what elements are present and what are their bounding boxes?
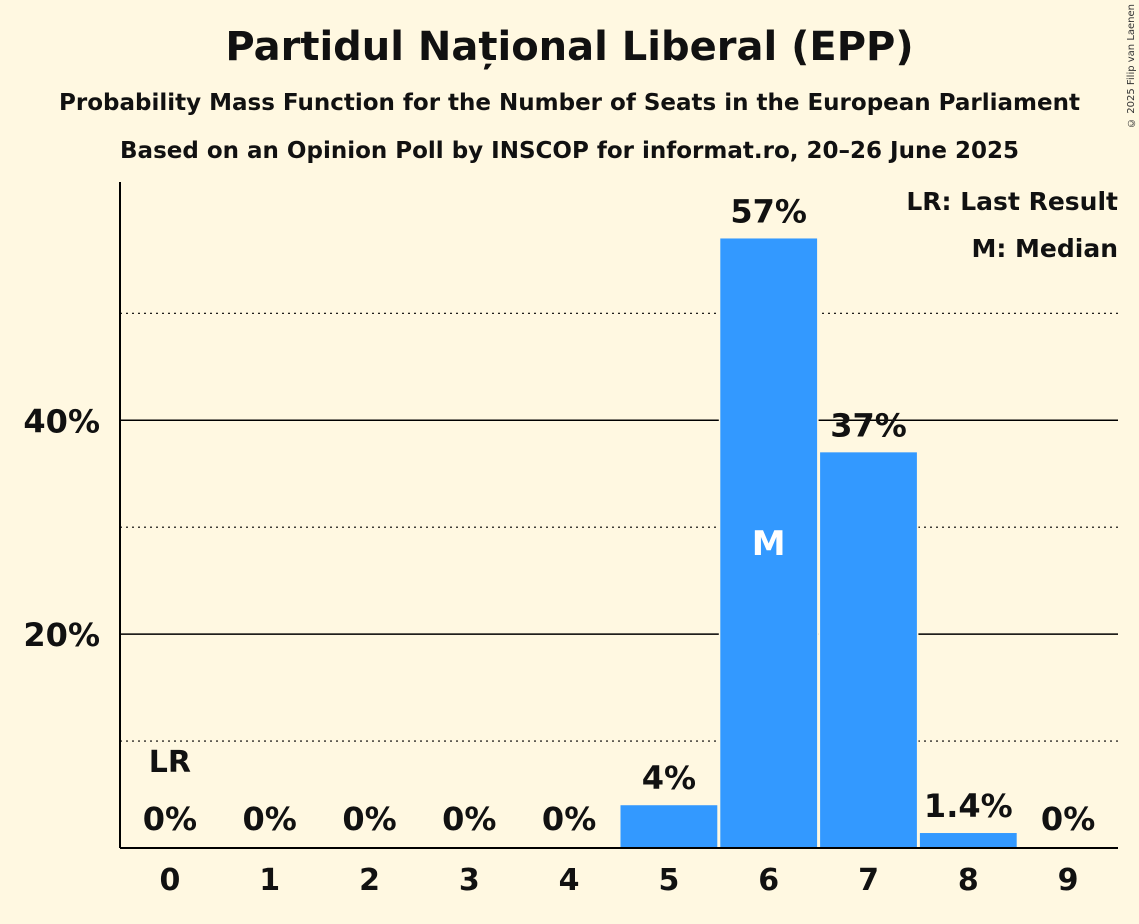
data-label: 0% <box>243 800 297 838</box>
bar <box>820 452 917 848</box>
x-tick-label: 2 <box>359 863 380 898</box>
bar <box>720 238 818 848</box>
median-marker: M <box>752 524 786 564</box>
x-tick-label: 8 <box>958 863 979 898</box>
x-tick-label: 7 <box>858 863 879 898</box>
bar <box>919 833 1017 848</box>
x-tick-label: 5 <box>658 863 679 898</box>
x-tick-label: 1 <box>259 863 280 898</box>
chart-source: Based on an Opinion Poll by INSCOP for i… <box>120 138 1019 164</box>
data-label: 4% <box>642 759 696 797</box>
y-tick-label: 20% <box>23 616 100 654</box>
chart-subtitle: Probability Mass Function for the Number… <box>59 90 1080 116</box>
data-label: 0% <box>542 800 596 838</box>
x-tick-label: 6 <box>758 863 779 898</box>
legend-last-result: LR: Last Result <box>906 187 1118 216</box>
data-label: 0% <box>1041 800 1095 838</box>
legend-median: M: Median <box>971 234 1118 263</box>
data-label: 37% <box>830 406 907 444</box>
last-result-marker: LR <box>149 745 191 780</box>
x-tick-label: 9 <box>1058 863 1079 898</box>
data-label: 0% <box>342 800 396 838</box>
bar <box>620 805 718 848</box>
x-tick-label: 4 <box>559 863 580 898</box>
chart-title: Partidul Național Liberal (EPP) <box>225 24 914 70</box>
data-label: 0% <box>143 800 197 838</box>
data-label: 0% <box>442 800 496 838</box>
x-tick-label: 3 <box>459 863 480 898</box>
y-tick-label: 40% <box>23 402 100 440</box>
x-tick-label: 0 <box>159 863 180 898</box>
data-label: 57% <box>730 192 807 230</box>
data-label: 1.4% <box>924 787 1013 825</box>
